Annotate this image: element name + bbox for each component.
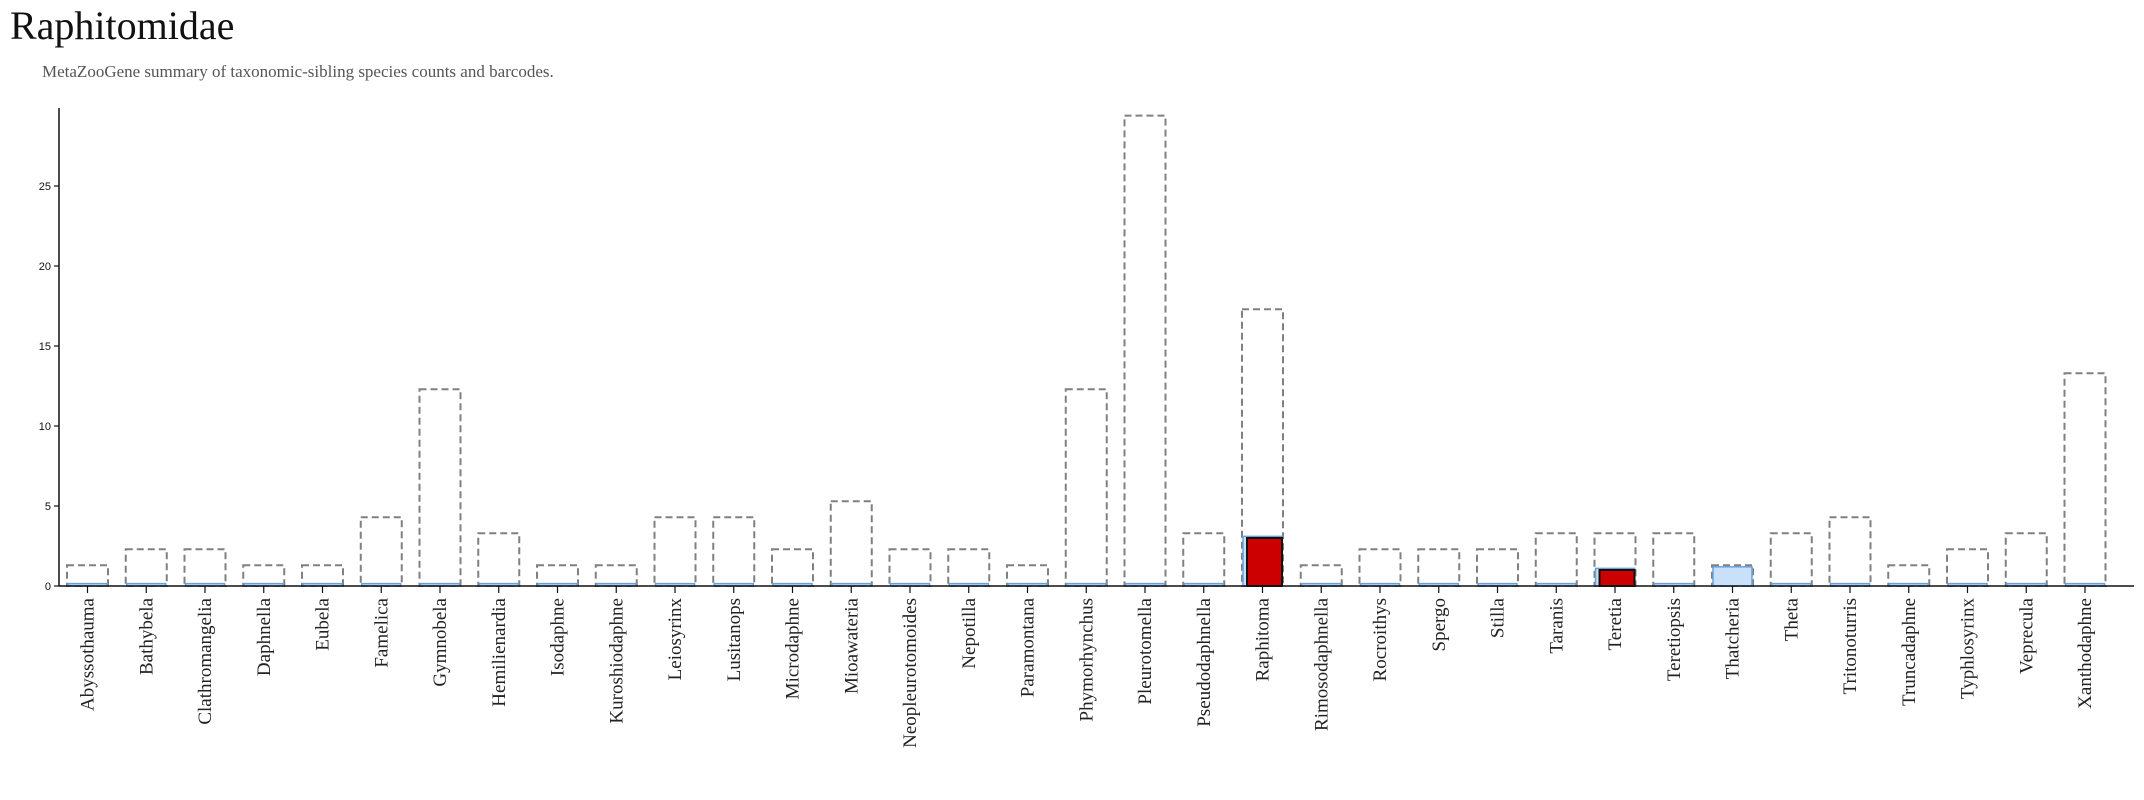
species-count-bar [712,516,756,588]
category-label: Xanthodaphne [2075,598,2096,709]
category-label: Abyssothauma [78,597,99,711]
category-label: Raphitoma [1253,597,1274,681]
species-count-bar [1241,308,1284,587]
category-label: Tritonoturris [1840,598,1861,694]
category-label: Phymorhynchus [1076,598,1097,722]
category-label: Eubela [313,597,334,650]
species-count-bar [477,532,521,588]
species-count-bar [1182,532,1226,588]
species-count-bar [888,548,932,588]
y-tick-label: 5 [45,501,51,513]
category-label: Pseudodaphnella [1194,597,1215,726]
species-count-bar [1769,532,1813,588]
y-tick-label: 15 [39,341,51,353]
category-label: Gymnobela [430,597,451,686]
chart-subtitle: MetaZooGene summary of taxonomic-sibling… [42,62,554,81]
species-count-bar [418,388,462,588]
species-count-bar [1946,548,1989,588]
y-tick-label: 10 [39,421,51,433]
category-label: Famelica [371,597,392,667]
axes-layer: 0 5 10 15 20 25 [39,108,2134,593]
species-count-bar [1652,532,1696,588]
category-label: Nepotilla [959,597,980,668]
species-count-bar [1417,548,1461,588]
species-count-bar [359,516,403,588]
species-count-bar [1064,388,1108,588]
species-count-bar [1123,114,1167,587]
species-count-bar [2004,532,2048,588]
species-count-bar [2063,372,2107,588]
bars-layer [66,114,2107,588]
species-count-bar [124,548,168,588]
species-count-bar [183,548,227,588]
species-count-bar [947,548,991,588]
category-label: Teretiopsis [1664,598,1685,681]
category-label: Typhlosyrinx [1958,598,1979,700]
species-count-bar [653,516,697,588]
species-count-bar [1358,548,1402,588]
species-count-bar [829,500,873,588]
species-count-bar [1534,532,1578,588]
barcode-bar [1712,566,1753,587]
category-label: Thatcheria [1723,597,1744,679]
y-tick-label: 0 [45,581,51,593]
category-label: Theta [1781,597,1802,641]
species-count-bar [1476,548,1519,588]
category-label: Pleurotomella [1135,597,1156,704]
category-label: Leiosyrinx [665,598,686,681]
category-label: Paramontana [1018,597,1039,697]
category-label: Teretia [1605,597,1626,650]
category-label: Hemilienardia [489,597,510,706]
category-label: Microdaphne [783,598,804,699]
category-label: Mioawateria [841,597,862,694]
category-label: Truncadaphne [1899,598,1920,706]
category-label: Stilla [1488,597,1509,638]
y-tick-label: 20 [39,261,51,273]
category-label: Taranis [1546,598,1567,654]
category-label: Daphnella [254,597,275,676]
category-label: Bathybela [136,597,157,675]
category-label: Spergo [1429,598,1450,651]
category-label: Neopleurotomoides [900,598,921,748]
category-label: Lusitanops [724,598,745,681]
category-label: Clathromangelia [195,597,216,724]
category-label: Veprecula [2016,597,2037,674]
highlighted-bar [1246,537,1283,587]
category-label: Rocroithys [1370,598,1391,681]
chart-title: Raphitomidae [10,3,235,48]
highlighted-bar [1598,569,1636,587]
category-labels-layer: Abyssothauma Bathybela Clathromangelia Daph… [78,597,2097,747]
category-label: Kuroshiodaphne [606,598,627,724]
y-tick-label: 25 [39,181,51,193]
category-label: Isodaphne [548,598,569,676]
species-count-bar [1828,516,1872,588]
species-count-bar [771,548,814,588]
category-label: Rimosodaphnella [1311,597,1332,731]
